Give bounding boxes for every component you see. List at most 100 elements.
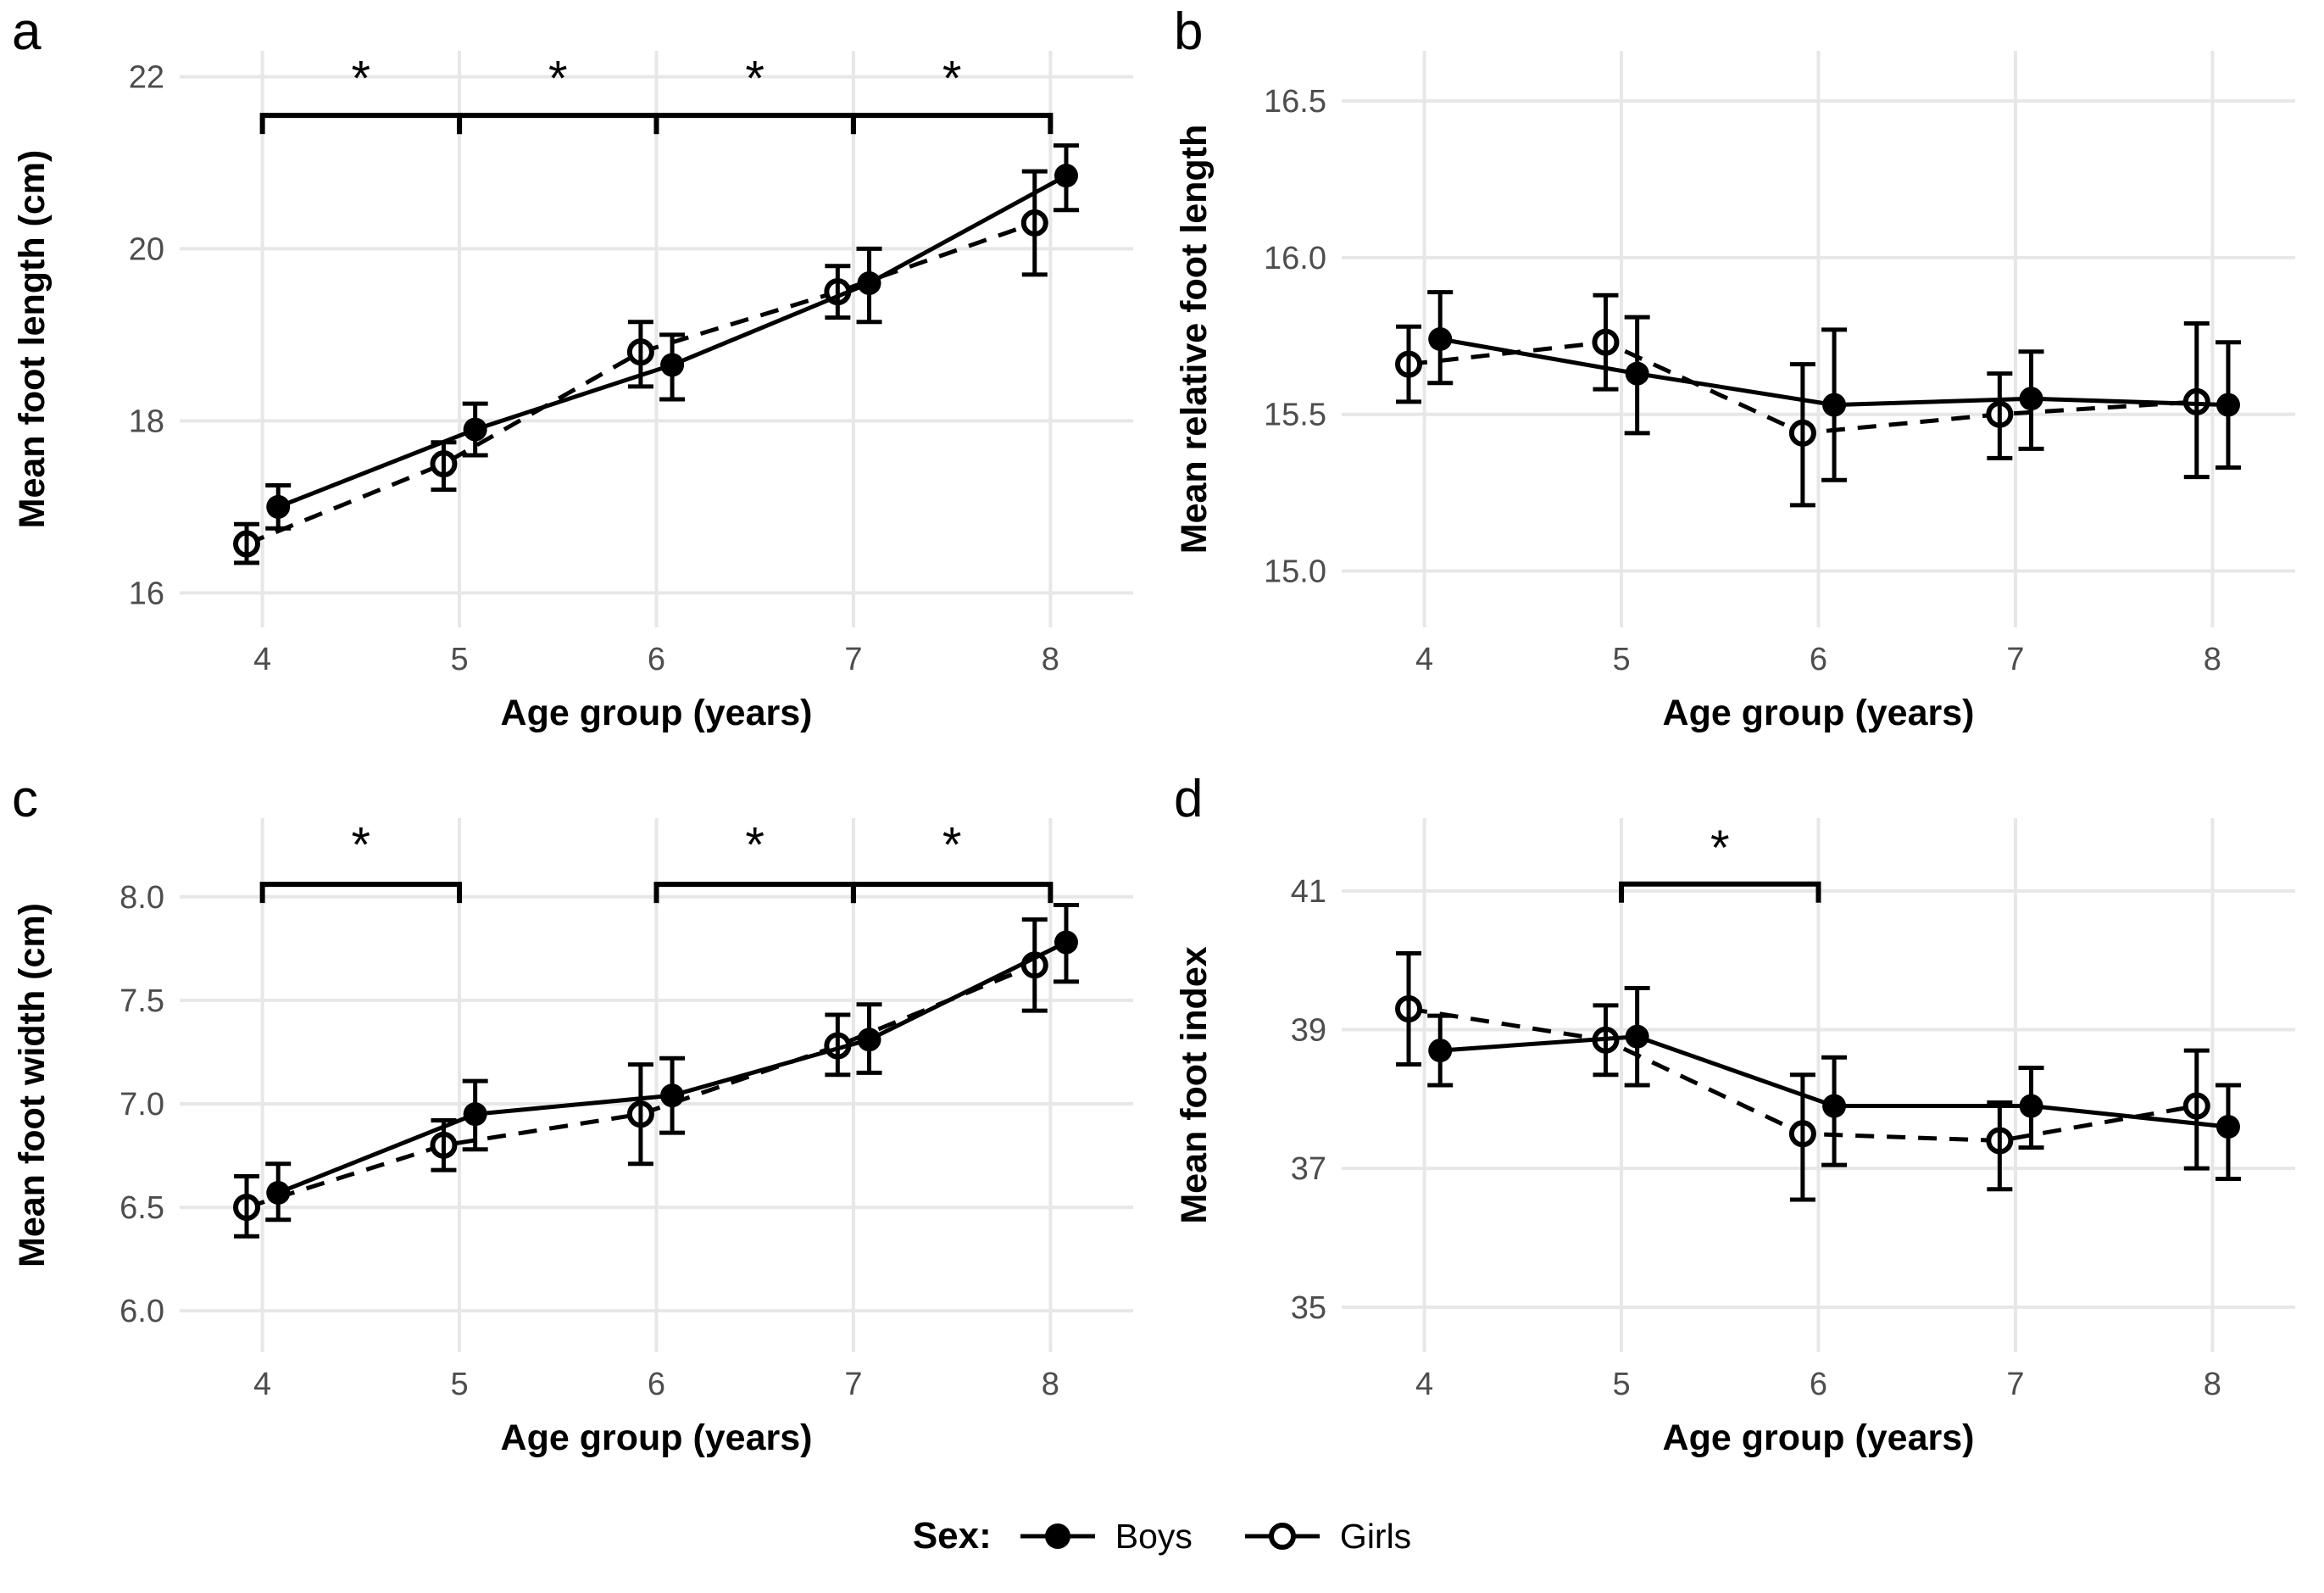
significance-bracket (259, 113, 463, 135)
chart-panel-b: 15.0 15.5 16.0 16.5 4 5 6 7 8 Mean relative foot … (1174, 3, 2295, 733)
y-axis-title: Mean foot index (1174, 946, 1215, 1223)
chart-panel-d: * 35 37 39 41 4 5 6 7 8 Mean foot index Age group (… (1174, 770, 2295, 1458)
significance-bracket (1619, 881, 1821, 903)
y-axis-title: Mean foot length (cm) (12, 150, 53, 529)
panel-c: * * * 6.0 6.5 7.0 7.5 8.0 4 5 6 7 8 Mean foot width (… (0, 767, 1162, 1479)
error-bar (2183, 1048, 2210, 1171)
x-tick-label: 4 (1415, 642, 1433, 677)
chart-panel-c: * * * 6.0 6.5 7.0 7.5 8.0 4 5 6 7 8 Mean foot width (… (12, 770, 1133, 1458)
error-bar (856, 246, 882, 325)
error-bar (462, 401, 488, 458)
y-tick-label: 8.0 (120, 880, 164, 916)
y-tick-label: 22 (129, 59, 164, 95)
error-bar (659, 1056, 686, 1135)
significance-asterisk: * (352, 51, 371, 106)
significance-asterisk: * (745, 51, 764, 106)
y-tick-label: 20 (129, 231, 164, 267)
boys-key-icon (1020, 1523, 1095, 1549)
y-tick-label: 15.0 (1264, 554, 1326, 589)
girls-line (246, 963, 1036, 1210)
y-tick-label: 39 (1291, 1013, 1326, 1049)
x-axis-title: Age group (years) (1663, 693, 1975, 733)
y-tick-label: 6.0 (120, 1294, 164, 1329)
error-bar (1987, 1100, 2013, 1192)
x-tick-label: 7 (844, 1367, 862, 1402)
significance-asterisk: * (745, 818, 764, 873)
error-bar (234, 521, 260, 565)
panel-letter-a: a (12, 3, 42, 61)
x-tick-label: 5 (450, 642, 468, 677)
error-bar (2183, 321, 2210, 480)
error-bar (1427, 1013, 1454, 1088)
series-girls (233, 917, 1048, 1239)
significance-asterisk: * (1710, 821, 1730, 876)
error-bar (856, 1002, 882, 1075)
legend-item-boys: Boys (1017, 1512, 1193, 1560)
error-bar (1987, 371, 2013, 460)
y-tick-label: 7.5 (120, 983, 164, 1019)
x-tick-label: 4 (253, 642, 271, 677)
significance-bracket (653, 113, 856, 135)
y-tick-label: 35 (1291, 1290, 1326, 1326)
x-tick-label: 8 (1042, 1367, 1059, 1402)
error-bar (1396, 324, 1422, 404)
error-bar (1624, 985, 1650, 1088)
y-tick-label: 15.5 (1264, 398, 1326, 433)
y-tick-label: 18 (129, 404, 164, 439)
error-bar (1053, 143, 1079, 213)
panel-a: * * * * 16 18 20 22 4 5 6 7 8 Mean foot length (cm) Ag… (0, 0, 1162, 767)
significance-asterisk: * (942, 51, 962, 106)
series-boys (265, 903, 1079, 1223)
y-tick-label: 7.0 (120, 1087, 164, 1122)
y-tick-label: 16.0 (1264, 241, 1326, 276)
y-tick-label: 16.5 (1264, 84, 1326, 120)
x-tick-label: 6 (1810, 642, 1827, 677)
error-bar (659, 332, 686, 402)
x-tick-label: 6 (648, 1367, 665, 1402)
y-axis-title: Mean relative foot length (1174, 125, 1215, 554)
significance-bracket (457, 113, 659, 135)
legend-title: Sex: (912, 1515, 992, 1557)
y-tick-label: 16 (129, 576, 164, 611)
series-boys (1427, 290, 2241, 482)
error-bar (1789, 362, 1815, 508)
x-tick-label: 8 (1042, 642, 1059, 677)
significance-asterisk: * (942, 818, 962, 873)
x-tick-label: 5 (450, 1367, 468, 1402)
error-bar (2018, 349, 2044, 451)
series-boys (1427, 985, 2241, 1181)
x-tick-label: 6 (648, 642, 665, 677)
error-bar (1593, 292, 1619, 392)
legend: Sex: Boys Girls (0, 1479, 2324, 1593)
panel-grid: * * * * 16 18 20 22 4 5 6 7 8 Mean foot length (cm) Ag… (0, 0, 2324, 1479)
error-bar (1053, 903, 1079, 984)
legend-label-boys: Boys (1115, 1516, 1193, 1556)
error-bar (825, 264, 851, 320)
x-tick-label: 7 (2006, 642, 2024, 677)
legend-label-girls: Girls (1339, 1516, 1412, 1556)
girls-key-icon (1244, 1523, 1320, 1550)
error-bar (825, 1012, 851, 1078)
panel-letter-d: d (1174, 770, 1203, 828)
series-girls (233, 169, 1048, 565)
x-tick-label: 5 (1612, 642, 1630, 677)
error-bar (1021, 169, 1048, 277)
error-bar (265, 483, 292, 531)
significance-bracket (259, 882, 463, 904)
error-bar (2018, 1066, 2044, 1150)
x-tick-label: 7 (844, 642, 862, 677)
significance-bracket (850, 882, 1054, 904)
error-bar (265, 1161, 292, 1223)
x-axis-title: Age group (years) (501, 1418, 813, 1458)
panel-d: * 35 37 39 41 4 5 6 7 8 Mean foot index Age group (… (1162, 767, 2324, 1479)
error-bar (1021, 917, 1048, 1013)
significance-bracket (850, 113, 1054, 135)
y-tick-label: 6.5 (120, 1190, 164, 1226)
error-bar (1624, 315, 1650, 436)
error-bar (1821, 327, 1848, 482)
panel-letter-b: b (1174, 3, 1203, 61)
series-girls (1395, 951, 2210, 1202)
x-axis-title: Age group (years) (501, 693, 813, 733)
y-axis-title: Mean foot width (cm) (12, 903, 53, 1267)
